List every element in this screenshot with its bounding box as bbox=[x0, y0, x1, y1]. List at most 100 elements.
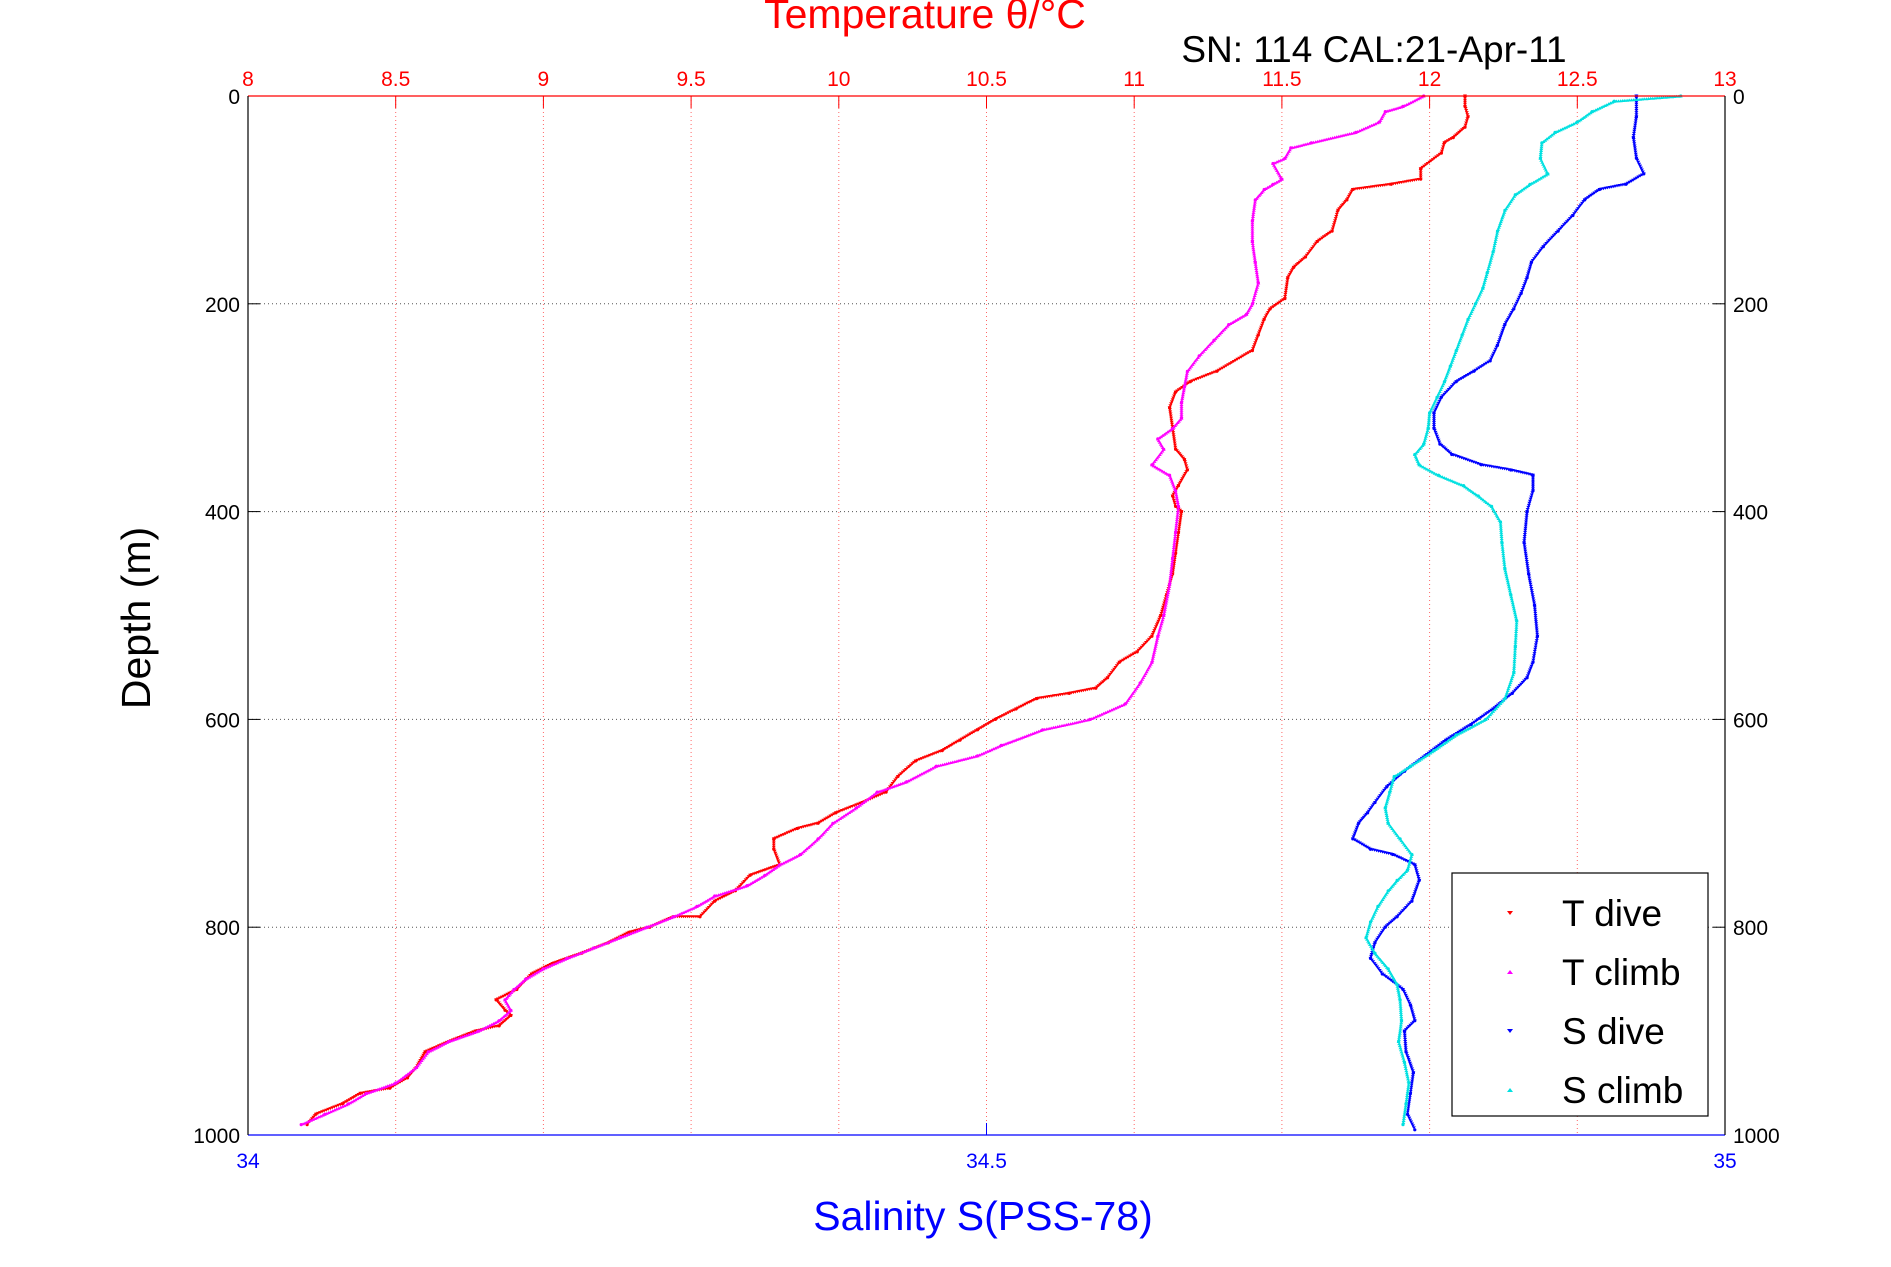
data-point bbox=[713, 899, 717, 903]
series-markers bbox=[306, 94, 1470, 1125]
data-point bbox=[999, 743, 1003, 748]
depth-tick-label-right: 200 bbox=[1733, 294, 1768, 317]
data-point bbox=[1159, 613, 1163, 618]
depth-tick-label-right: 600 bbox=[1733, 709, 1768, 732]
data-point bbox=[1244, 312, 1249, 316]
legend-marker bbox=[1507, 1029, 1513, 1033]
data-point bbox=[1541, 245, 1545, 249]
legend-box bbox=[1451, 872, 1709, 1117]
data-point bbox=[1364, 936, 1368, 940]
data-point bbox=[1439, 151, 1443, 155]
data-point bbox=[1509, 468, 1513, 472]
data-point bbox=[1413, 863, 1417, 867]
data-point bbox=[1527, 572, 1531, 576]
data-point bbox=[1503, 208, 1507, 212]
data-point bbox=[346, 1102, 350, 1106]
data-point bbox=[695, 904, 699, 909]
data-point bbox=[1171, 556, 1175, 561]
data-point bbox=[1448, 364, 1452, 368]
data-point bbox=[914, 759, 918, 763]
data-point bbox=[405, 1076, 410, 1080]
depth-tick-label-right: 1000 bbox=[1733, 1125, 1780, 1148]
data-point bbox=[1035, 697, 1039, 701]
data-point bbox=[524, 977, 528, 981]
data-point bbox=[1491, 250, 1495, 254]
data-point bbox=[358, 1091, 362, 1095]
data-point bbox=[1509, 593, 1513, 597]
data-point bbox=[1283, 297, 1287, 301]
data-point bbox=[1450, 452, 1454, 457]
temperature-tick-label: 12.5 bbox=[1557, 68, 1598, 91]
data-point bbox=[1413, 1128, 1417, 1132]
data-point bbox=[1571, 213, 1575, 218]
data-point bbox=[1512, 307, 1516, 311]
depth-tick-label-right: 0 bbox=[1733, 86, 1745, 109]
data-point bbox=[1150, 660, 1154, 664]
data-point bbox=[1438, 442, 1442, 446]
data-point bbox=[1380, 972, 1384, 976]
data-point bbox=[940, 749, 944, 753]
data-point bbox=[1386, 967, 1390, 971]
data-point bbox=[1067, 691, 1071, 696]
data-point bbox=[1469, 723, 1473, 727]
data-point bbox=[1179, 416, 1184, 420]
data-point bbox=[1176, 504, 1181, 508]
data-point bbox=[1176, 484, 1181, 488]
data-point bbox=[1398, 837, 1402, 841]
data-point bbox=[1583, 198, 1587, 202]
data-point bbox=[1168, 406, 1172, 410]
data-point bbox=[1253, 260, 1257, 264]
temperature-tick-label: 8.5 bbox=[381, 68, 410, 91]
data-point bbox=[1386, 821, 1390, 825]
data-point bbox=[1397, 1039, 1401, 1044]
data-point bbox=[1432, 426, 1436, 431]
data-point bbox=[1463, 125, 1467, 129]
data-point bbox=[426, 1050, 430, 1054]
data-point bbox=[1476, 494, 1480, 498]
data-point bbox=[1354, 130, 1358, 134]
data-point bbox=[1256, 333, 1260, 337]
data-point bbox=[1094, 686, 1098, 690]
data-point bbox=[1135, 650, 1139, 654]
data-point bbox=[1168, 473, 1172, 477]
data-point bbox=[541, 967, 546, 971]
data-point bbox=[565, 956, 569, 961]
data-point bbox=[993, 717, 998, 722]
data-point bbox=[1463, 104, 1467, 108]
data-point bbox=[1256, 281, 1260, 285]
data-point bbox=[1410, 899, 1414, 903]
data-point bbox=[1404, 1102, 1408, 1106]
data-point bbox=[1575, 120, 1579, 124]
data-point bbox=[1171, 426, 1175, 431]
legend-label: S dive bbox=[1562, 1011, 1665, 1052]
data-point bbox=[1383, 806, 1387, 810]
data-point bbox=[1309, 141, 1313, 145]
data-point bbox=[1402, 1029, 1407, 1033]
data-point bbox=[1253, 198, 1257, 202]
data-point bbox=[1488, 359, 1492, 363]
depth-tick-label-left: 600 bbox=[205, 709, 240, 732]
data-point bbox=[1444, 738, 1448, 742]
data-point bbox=[1171, 494, 1175, 498]
data-point bbox=[1402, 1060, 1407, 1064]
data-point bbox=[1373, 951, 1377, 955]
depth-tick-label-left: 200 bbox=[205, 294, 240, 317]
chart-title: Temperature θ/°C bbox=[764, 0, 1086, 37]
data-point bbox=[1460, 333, 1464, 337]
data-point bbox=[1513, 645, 1517, 649]
data-point bbox=[1498, 520, 1503, 524]
data-point bbox=[1466, 115, 1470, 119]
data-point bbox=[592, 946, 596, 950]
data-point bbox=[1522, 541, 1526, 545]
data-point bbox=[1156, 437, 1160, 441]
data-series bbox=[299, 94, 1683, 1132]
data-point bbox=[831, 821, 835, 825]
data-point bbox=[494, 998, 498, 1002]
data-point bbox=[1392, 774, 1396, 779]
legend-label: T climb bbox=[1562, 952, 1681, 993]
y-axis-label: Depth (m) bbox=[113, 527, 159, 709]
data-point bbox=[772, 837, 776, 841]
data-point bbox=[1351, 187, 1355, 192]
